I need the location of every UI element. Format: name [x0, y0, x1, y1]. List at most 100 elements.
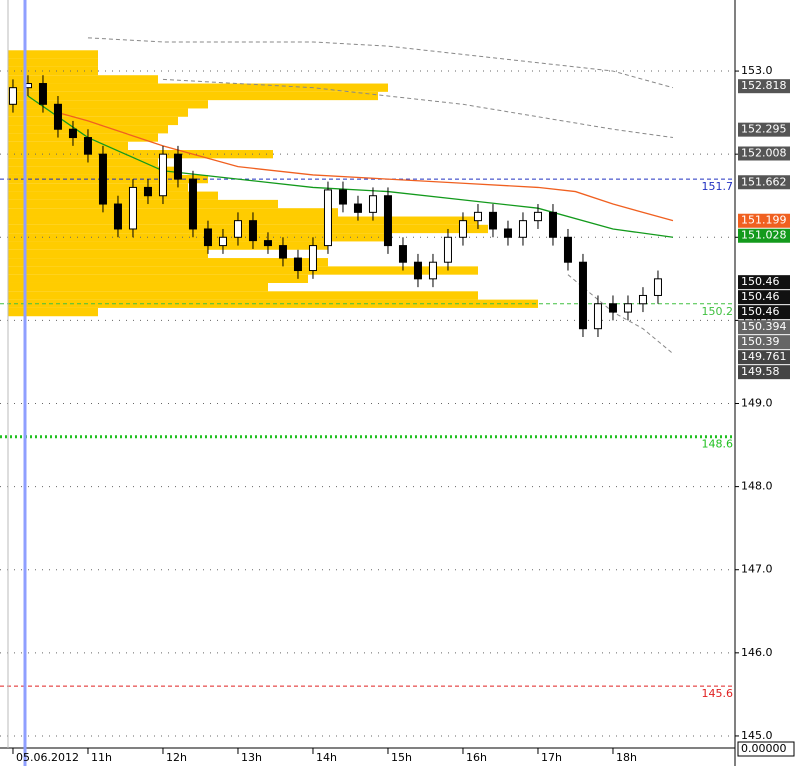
- candle-body: [353, 203, 362, 213]
- price-label-box: [738, 290, 790, 305]
- level-label: 151.7: [702, 180, 734, 193]
- price-label-box: [738, 320, 790, 335]
- level-label: 150.2: [702, 305, 734, 318]
- candle-body: [623, 303, 632, 313]
- volume-profile-bar: [8, 166, 178, 175]
- volume-profile-bar: [8, 258, 328, 267]
- candle-body: [578, 261, 587, 330]
- candle-body: [563, 236, 572, 263]
- x-tick-label: 11h: [91, 751, 112, 764]
- candle-body: [593, 303, 602, 330]
- candle-body: [188, 178, 197, 230]
- volume-profile-bar: [8, 183, 188, 192]
- candle-body: [413, 261, 422, 280]
- candle-body: [218, 236, 227, 247]
- candle-body: [443, 236, 452, 263]
- price-label-box: [738, 228, 790, 243]
- candle-body: [53, 103, 62, 130]
- price-label: 150.46: [741, 275, 780, 288]
- candle-body: [68, 128, 77, 139]
- candle-body: [308, 245, 317, 272]
- price-label-box: [738, 335, 790, 350]
- candle-body: [533, 211, 542, 222]
- candle-body: [8, 87, 17, 105]
- volume-profile-bar: [8, 133, 158, 142]
- price-label: 151.199: [741, 214, 787, 227]
- price-label-box: [738, 146, 790, 161]
- volume-profile-bar: [8, 274, 308, 283]
- candle-body: [83, 137, 92, 155]
- y-tick-label: 149.0: [741, 397, 773, 410]
- indicator-line: [87, 37, 674, 89]
- price-label: 149.58: [741, 365, 780, 378]
- x-tick-label: 05.06.2012: [16, 751, 79, 764]
- candle-body: [503, 228, 512, 238]
- volume-profile-bar: [8, 216, 478, 225]
- candle-body: [338, 189, 347, 205]
- x-tick-label: 17h: [541, 751, 562, 764]
- volume-profile-bar: [8, 116, 178, 126]
- volume-profile-bar: [8, 307, 98, 317]
- x-tick-label: 13h: [241, 751, 262, 764]
- candle-body: [608, 303, 617, 313]
- price-label-box: [738, 305, 790, 320]
- price-label-box: [738, 275, 790, 290]
- level-label: 145.6: [702, 687, 734, 700]
- price-label: 152.295: [741, 123, 787, 136]
- y-tick-label: 148.0: [741, 480, 773, 493]
- candle-body: [38, 83, 47, 105]
- candle-body: [233, 220, 242, 238]
- price-label: 149.761: [741, 350, 787, 363]
- candle-body: [548, 211, 557, 238]
- y-tick-label: 147.0: [741, 563, 773, 576]
- x-tick-label: 15h: [391, 751, 412, 764]
- candle-body: [98, 153, 107, 205]
- volume-profile-bar: [8, 249, 208, 259]
- volume-profile-bar: [8, 91, 378, 101]
- volume-profile-bar: [8, 83, 388, 92]
- price-label: 151.662: [741, 175, 787, 188]
- price-label-box: [738, 350, 790, 365]
- y-tick-label: 146.0: [741, 646, 773, 659]
- volume-profile-bar: [8, 100, 208, 109]
- volume-profile-bar: [8, 224, 488, 234]
- indicator-line: [27, 95, 674, 238]
- candle-body: [293, 257, 302, 272]
- candle-body: [638, 294, 647, 305]
- volume-profile-bar: [8, 191, 218, 200]
- volume-profile-bar: [8, 66, 98, 76]
- corner-box: [737, 741, 795, 757]
- x-tick-label: 18h: [616, 751, 637, 764]
- plot-area: 151.7 150.2 148.6 145.6: [0, 37, 735, 737]
- volume-profile-bar: [8, 291, 478, 300]
- price-label-box: [738, 79, 790, 94]
- candle-body: [398, 245, 407, 263]
- volume-profile-bar: [8, 266, 478, 275]
- candle-body: [203, 228, 212, 247]
- candle-body: [173, 153, 182, 180]
- candle-body: [653, 278, 662, 296]
- candle-body: [383, 195, 392, 247]
- price-label: 152.008: [741, 147, 787, 160]
- candle-body: [518, 220, 527, 238]
- price-label: 151.028: [741, 229, 787, 242]
- price-label-box: [738, 122, 790, 137]
- volume-profile-bar: [8, 75, 158, 84]
- x-tick-label: 12h: [166, 751, 187, 764]
- volume-profile-bar: [8, 50, 98, 59]
- candle-body: [278, 245, 287, 259]
- price-label: 150.46: [741, 290, 780, 303]
- indicator-line: [567, 274, 674, 355]
- volume-profile-bar: [8, 208, 338, 217]
- volume-profile-bar: [8, 282, 268, 292]
- volume-profile-bar: [8, 199, 278, 209]
- volume-profile-bar: [8, 141, 128, 151]
- price-label-box: [738, 365, 790, 380]
- candle-body: [263, 240, 272, 247]
- indicator-line: [57, 111, 674, 222]
- x-tick-label: 16h: [466, 751, 487, 764]
- candle-body: [368, 195, 377, 213]
- price-label-box: [738, 175, 790, 190]
- corner-label: 0.00000: [741, 742, 787, 755]
